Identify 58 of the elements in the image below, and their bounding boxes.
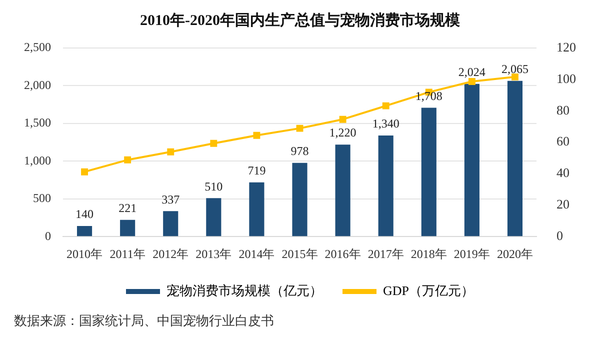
point bbox=[210, 140, 218, 147]
y2-tick-label: 40 bbox=[556, 165, 570, 180]
point bbox=[81, 168, 88, 176]
x-tick-label: 2014年 bbox=[238, 246, 275, 261]
x-tick-label: 2012年 bbox=[152, 246, 189, 261]
bar bbox=[206, 198, 222, 236]
bar bbox=[335, 144, 350, 236]
y-tick-label: 1,500 bbox=[24, 116, 51, 130]
y2-tick-label: 120 bbox=[556, 39, 576, 54]
y-tick-label: 2,500 bbox=[24, 40, 51, 54]
data-label: 337 bbox=[162, 192, 180, 206]
data-label: 510 bbox=[204, 179, 223, 194]
data-label: 2,024 bbox=[458, 65, 486, 80]
y2-tick-label: 80 bbox=[556, 102, 570, 118]
x-tick-label: 2013年 bbox=[196, 246, 232, 261]
bar bbox=[76, 226, 92, 236]
bar bbox=[464, 84, 480, 236]
bar bbox=[378, 136, 394, 236]
y2-tick-label: 100 bbox=[556, 70, 576, 86]
data-label: 2,065 bbox=[501, 62, 528, 76]
x-tick-label: 2019年 bbox=[454, 246, 490, 261]
x-tick-label: 2015年 bbox=[282, 246, 318, 261]
source-note: 数据来源：国家统计局、中国宠物行业白皮书 bbox=[14, 312, 275, 330]
point bbox=[124, 156, 132, 164]
y-tick-label: 2,000 bbox=[24, 78, 51, 92]
y-tick-label: 0 bbox=[45, 228, 51, 243]
data-label: 1,220 bbox=[329, 126, 356, 140]
y-tick-label: 500 bbox=[33, 191, 51, 206]
chart-title: 2010年-2020年国内生产总值与宠物消费市场规模 bbox=[140, 10, 461, 29]
x-tick-label: 2017年 bbox=[368, 246, 404, 261]
data-label: 221 bbox=[118, 201, 137, 216]
bar bbox=[249, 182, 264, 236]
x-tick-label: 2010年 bbox=[66, 246, 103, 261]
point bbox=[253, 132, 260, 139]
data-label: 1,340 bbox=[372, 116, 400, 131]
bar bbox=[292, 162, 308, 236]
y2-tick-label: 0 bbox=[556, 228, 563, 244]
x-tick-label: 2018年 bbox=[410, 246, 447, 261]
x-tick-label: 2016年 bbox=[324, 246, 361, 261]
bar bbox=[421, 108, 436, 236]
point bbox=[339, 116, 346, 123]
legend-label: GDP（万亿元） bbox=[382, 282, 474, 298]
point bbox=[167, 148, 174, 156]
data-label: 978 bbox=[290, 144, 309, 158]
point bbox=[468, 78, 476, 85]
legend-label: 宠物消费市场规模（亿元） bbox=[166, 282, 322, 298]
x-tick-label: 2020年 bbox=[496, 246, 533, 261]
data-label: 140 bbox=[76, 207, 94, 222]
x-tick-label: 2011年 bbox=[110, 246, 146, 261]
bar bbox=[163, 211, 178, 236]
bar bbox=[120, 220, 136, 236]
point bbox=[382, 102, 390, 110]
y2-tick-label: 60 bbox=[556, 134, 570, 149]
y-tick-label: 1,000 bbox=[24, 153, 51, 168]
data-label: 719 bbox=[248, 164, 266, 178]
bar bbox=[507, 80, 523, 236]
y2-tick-label: 20 bbox=[556, 196, 570, 212]
point bbox=[296, 124, 304, 132]
